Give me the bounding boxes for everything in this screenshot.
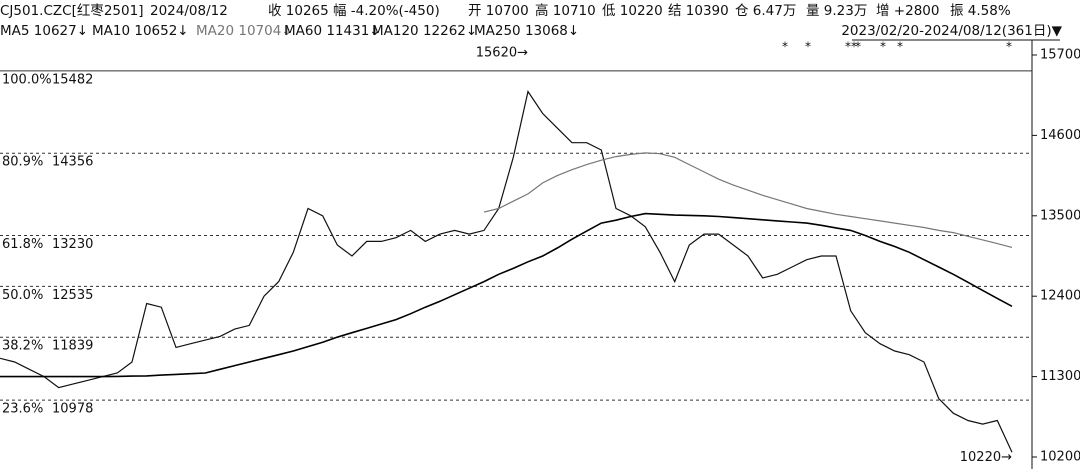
y-tick-label: 11300 [1040,369,1080,384]
stat: 开 10700 [468,3,529,19]
y-tick-label: 15700 [1040,47,1080,62]
level-label: 23.6% [2,402,43,417]
date-range[interactable]: 2023/02/20-2024/08/12(361日)▼ [841,23,1062,39]
level-label: 50.0% [2,288,43,303]
y-tick-label: 10200 [1040,450,1080,465]
star: ** [845,40,857,54]
level-label: 38.2% [2,339,43,354]
ma-label: MA5 10627↓ [0,23,88,39]
stat: 量 9.23万 [806,3,867,19]
stat: 振 4.58% [950,3,1011,19]
star: * [880,40,886,54]
annotation: 15620→ [476,45,528,60]
ma-label: MA10 10652↓ [92,23,189,39]
annotation: 10220→ [960,450,1012,465]
ma-label: MA60 11431↓ [284,23,381,39]
stat: 收 10265 [268,3,329,19]
level-label: 61.8% [2,237,43,252]
ma-label: MA20 10704↓ [196,23,293,39]
level-value: 13230 [52,237,93,252]
stat: 低 10220 [602,3,663,19]
stat: 幅 -4.20%(-450) [333,3,440,19]
y-tick-label: 12400 [1040,289,1080,304]
date: 2024/08/12 [150,3,228,19]
symbol: CJ501.CZC[红枣2501] [0,3,143,19]
star: * [897,40,903,54]
star: * [805,40,811,54]
level-label: 100.0% [2,72,52,87]
level-value: 15482 [52,72,93,87]
level-value: 14356 [52,155,93,170]
level-value: 10978 [52,402,93,417]
stat: 增 +2800 [876,3,939,19]
series-line [483,152,1013,248]
ma-label: MA250 13068↓ [474,23,579,39]
series-line [0,90,1013,453]
star: * [782,40,788,54]
stat: 高 10710 [535,2,596,19]
level-value: 11839 [52,339,93,354]
level-value: 12535 [52,288,93,303]
y-tick-label: 13500 [1040,208,1080,223]
stat: 结 10390 [668,3,729,19]
star: * [855,40,861,54]
y-tick-label: 14600 [1040,128,1080,143]
series-line [0,212,1013,378]
stars: * * ** * * * * [782,40,1012,54]
star: * [1006,40,1012,54]
stat: 仓 6.47万 [735,3,796,19]
ma-label: MA120 12262↓ [372,23,477,39]
level-label: 80.9% [2,155,43,170]
